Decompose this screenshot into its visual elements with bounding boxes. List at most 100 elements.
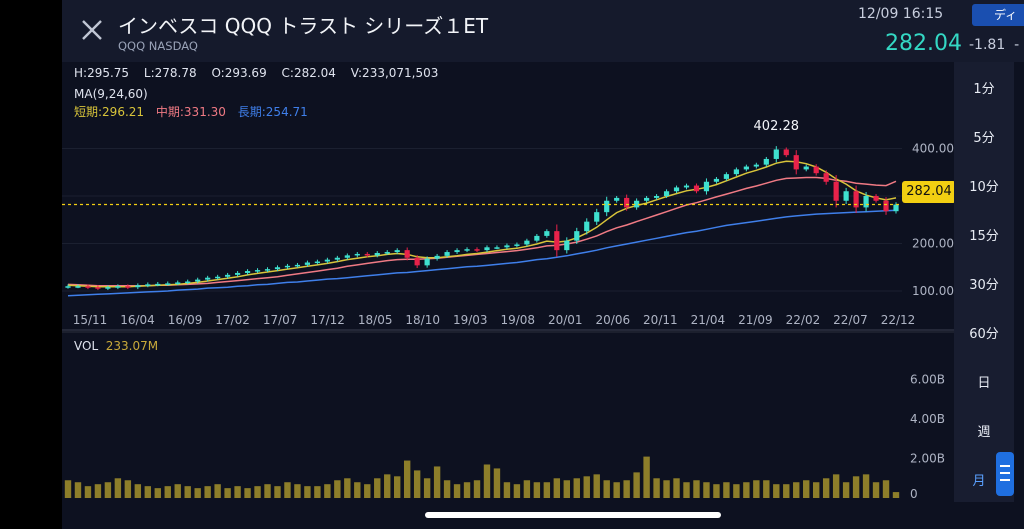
volume-bar: [832, 474, 840, 498]
volume-bar: [733, 484, 740, 498]
x-tick-label: 16/04: [120, 313, 155, 327]
interval-item[interactable]: 5分: [973, 131, 995, 146]
x-tick-label: 19/08: [500, 313, 535, 327]
candle: [663, 191, 670, 196]
candle: [534, 235, 540, 241]
volume-bar: [563, 480, 570, 498]
volume-bar: [743, 482, 750, 498]
candle: [364, 253, 370, 256]
x-tick-label: 18/05: [358, 313, 393, 327]
volume-bar: [394, 476, 401, 498]
volume-bar: [453, 484, 461, 498]
volume-bar: [773, 484, 780, 498]
volume-bar: [763, 480, 770, 498]
interval-item[interactable]: 日: [977, 376, 991, 391]
candle: [504, 245, 510, 248]
volume-bar: [443, 480, 451, 498]
display-tab[interactable]: ディ: [972, 4, 1024, 26]
volume-bar: [623, 480, 630, 498]
volume-bar: [274, 486, 281, 498]
interval-sidebar: [954, 62, 1014, 502]
candle: [444, 252, 450, 256]
volume-bar: [423, 478, 431, 498]
interval-item[interactable]: 1分: [973, 82, 995, 97]
volume-label: VOL 233.07M: [74, 339, 159, 353]
candle: [873, 196, 879, 201]
ticker-subtitle: QQQ NASDAQ: [118, 39, 198, 53]
candle: [574, 231, 580, 241]
candle: [344, 255, 350, 258]
volume-bar: [94, 484, 102, 498]
x-tick-label: 17/02: [215, 313, 250, 327]
candle: [65, 286, 71, 288]
volume-bar: [753, 480, 760, 498]
volume-bar: [184, 486, 191, 498]
high-value: H:295.75: [74, 66, 130, 80]
candle: [304, 262, 311, 265]
volume-bar: [194, 488, 201, 498]
volume-value: V:233,071,503: [350, 66, 439, 80]
volume-bar: [543, 482, 551, 498]
candle: [195, 279, 201, 282]
volume-bar: [713, 484, 720, 498]
volume-bar: [144, 486, 152, 498]
volume-bar: [314, 486, 321, 498]
candle: [314, 261, 320, 264]
volume-bar: [892, 492, 900, 498]
candle: [135, 285, 141, 288]
candle: [474, 249, 480, 251]
candle: [145, 284, 151, 286]
candle: [773, 149, 779, 159]
x-tick-label: 15/11: [73, 313, 108, 327]
ma-long-line: [67, 209, 897, 297]
interval-item[interactable]: 30分: [969, 278, 999, 293]
x-tick-label: 16/09: [168, 313, 203, 327]
home-indicator: [425, 512, 721, 518]
candle: [653, 196, 660, 198]
price-change: -1.81 -: [969, 37, 1020, 53]
candle: [783, 149, 789, 156]
candle: [893, 204, 899, 212]
candle: [833, 181, 839, 201]
x-tick-label: 22/07: [833, 313, 868, 327]
candle: [215, 276, 221, 279]
volume-bar: [463, 482, 471, 498]
candle: [254, 270, 261, 272]
candle: [75, 286, 81, 288]
volume-bar: [473, 480, 481, 498]
volume-bar: [224, 488, 231, 498]
ma-short-value: 短期:296.21: [74, 105, 145, 119]
screen-edge: [0, 0, 62, 529]
candle: [155, 283, 161, 286]
x-tick-label: 18/10: [405, 313, 440, 327]
timestamp: 12/09 16:15: [858, 6, 944, 22]
interval-item[interactable]: 60分: [969, 327, 999, 342]
volume-bar: [114, 478, 122, 498]
ohlc-readout: H:295.75 L:278.78 O:293.69 C:282.04 V:23…: [74, 66, 449, 80]
candle: [165, 283, 171, 285]
candle: [753, 164, 759, 167]
volume-tick-label: 4.00B: [910, 412, 945, 426]
candle: [354, 253, 360, 256]
volume-bar: [344, 478, 351, 498]
interval-item[interactable]: 10分: [969, 180, 999, 195]
volume-bar: [842, 482, 850, 498]
volume-bar: [204, 486, 211, 498]
interval-item[interactable]: 15分: [969, 229, 999, 244]
close-icon[interactable]: [80, 18, 104, 42]
candle: [524, 240, 530, 245]
volume-bar: [234, 486, 241, 498]
x-tick-label: 20/06: [596, 313, 631, 327]
interval-item[interactable]: 月: [972, 474, 986, 489]
volume-bar: [104, 482, 112, 498]
candle: [683, 185, 690, 188]
candle: [95, 287, 101, 289]
volume-bar: [703, 482, 710, 498]
candle: [723, 174, 730, 179]
volume-bar: [653, 478, 660, 498]
interval-item[interactable]: 週: [977, 425, 991, 440]
interval-scrollbar[interactable]: [996, 452, 1014, 496]
volume-tick-label: 0: [910, 487, 918, 501]
volume-bar: [334, 480, 341, 498]
